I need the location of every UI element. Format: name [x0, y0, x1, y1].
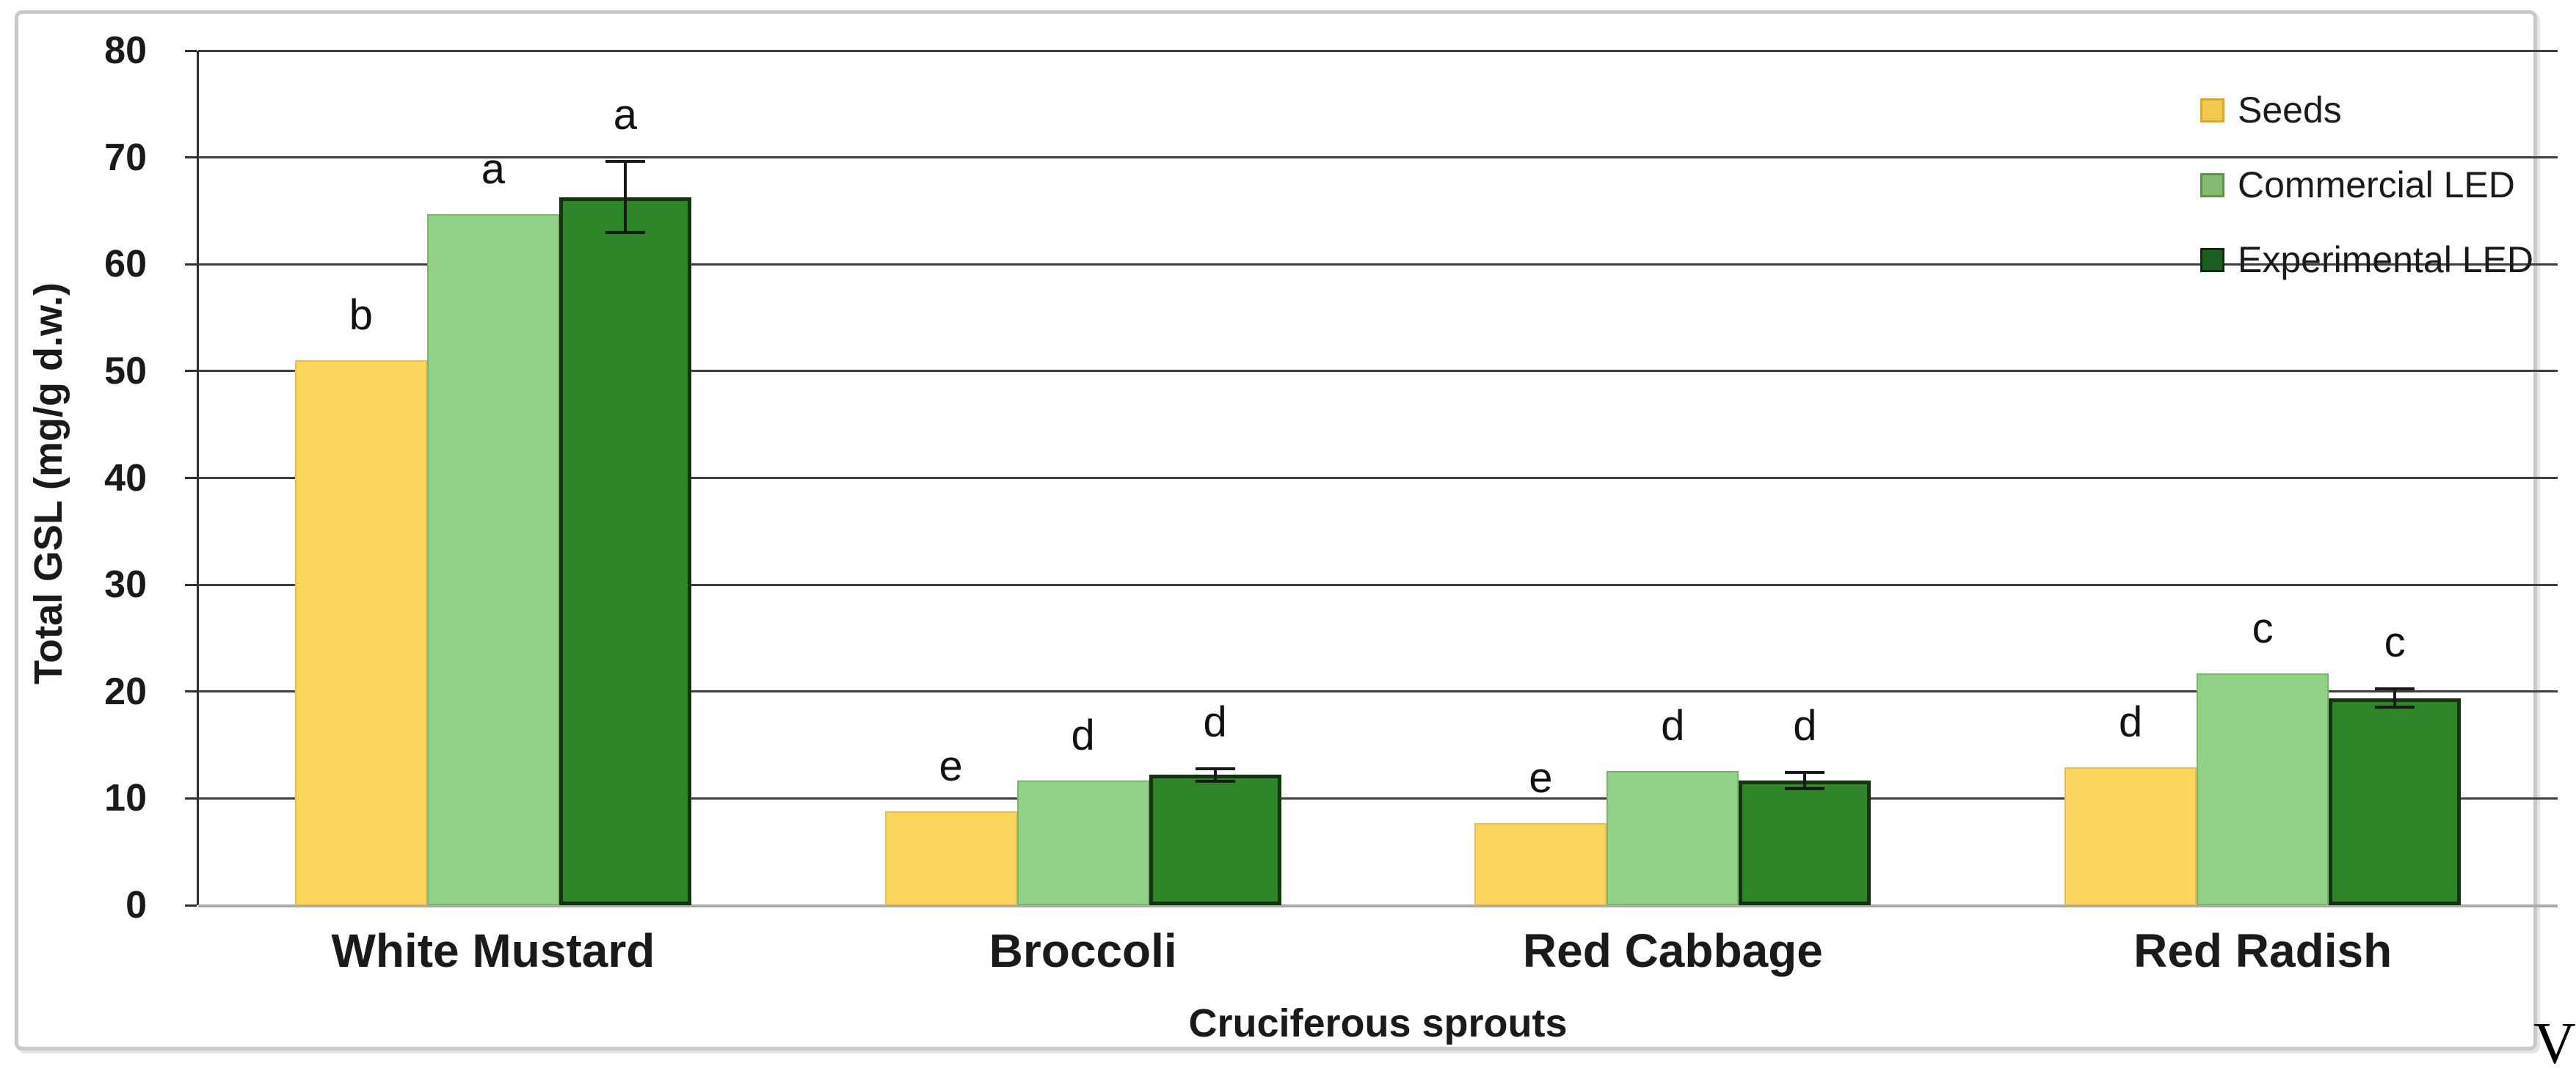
stray-corner-letter: V: [2533, 1012, 2576, 1071]
gridline-y-40: [198, 477, 2558, 479]
legend-label: Experimental LED: [2238, 239, 2533, 280]
gridline-y-30: [198, 583, 2558, 586]
y-axis-line: [197, 51, 199, 905]
error-bar: [1739, 770, 1871, 790]
gridline-y-60: [198, 263, 2558, 266]
y-tick-mark: [185, 156, 197, 159]
legend-item-commercial-led: Commercial LED: [2200, 158, 2533, 211]
significance-letter: d: [2118, 698, 2143, 747]
y-tick-mark: [185, 583, 197, 586]
y-tick-mark: [185, 797, 197, 800]
bar-seeds-red-radish: [2064, 767, 2197, 905]
significance-letter: e: [939, 742, 963, 790]
bar-experimental-led-red-radish: [2329, 698, 2462, 905]
y-tick-mark: [185, 477, 197, 479]
significance-letter: d: [1793, 701, 1817, 750]
significance-letter: b: [349, 291, 373, 340]
significance-letter: d: [1071, 711, 1095, 759]
y-tick-label-20: 20: [104, 670, 147, 713]
bar-experimental-led-broccoli: [1149, 775, 1281, 905]
bar-seeds-white-mustard: [294, 360, 427, 905]
bar-commercial-led-red-cabbage: [1607, 770, 1739, 905]
bar-seeds-broccoli: [884, 811, 1017, 905]
legend-item-seeds: Seeds: [2200, 84, 2533, 136]
y-tick-label-60: 60: [104, 243, 147, 286]
significance-letter: e: [1529, 753, 1553, 802]
gridline-y-10: [198, 797, 2558, 800]
gridline-y-80: [198, 49, 2558, 52]
y-tick-label-80: 80: [104, 29, 147, 72]
bar-commercial-led-red-radish: [2197, 673, 2329, 905]
significance-letter: a: [481, 145, 505, 193]
y-tick-mark: [185, 370, 197, 373]
significance-letter: c: [2384, 618, 2406, 666]
y-tick-label-30: 30: [104, 563, 147, 607]
significance-letter: d: [1203, 698, 1227, 747]
y-tick-label-50: 50: [104, 349, 147, 392]
error-bar: [1149, 767, 1281, 783]
y-tick-mark: [185, 904, 197, 907]
category-label-red-cabbage: Red Cabbage: [1522, 924, 1823, 977]
y-tick-label-70: 70: [104, 136, 147, 179]
gridline-y-20: [198, 690, 2558, 693]
category-label-red-radish: Red Radish: [2133, 924, 2393, 977]
significance-letter: d: [1661, 701, 1685, 750]
gridline-y-0: [198, 904, 2558, 907]
error-bar: [559, 159, 691, 235]
legend-swatch-icon: [2200, 172, 2224, 197]
error-bar: [2329, 687, 2461, 709]
x-axis-title: Cruciferous sprouts: [1188, 1001, 1568, 1045]
plot-area: 0 10 20 30 40 50 60 70 80 b a a e d d e d d d c c: [104, 32, 2558, 924]
significance-letter: a: [613, 90, 637, 139]
legend: Seeds Commercial LED Experimental LED: [2200, 84, 2533, 308]
category-label-white-mustard: White Mustard: [331, 924, 655, 977]
y-tick-mark: [185, 263, 197, 266]
bar-commercial-led-broccoli: [1016, 780, 1149, 905]
y-axis-title: Total GSL (mg/g d.w.): [26, 282, 70, 684]
y-tick-label-10: 10: [104, 777, 147, 820]
y-tick-label-40: 40: [104, 456, 147, 500]
y-tick-mark: [185, 690, 197, 693]
y-tick-mark: [185, 49, 197, 52]
chart-frame: 0 10 20 30 40 50 60 70 80 b a a e d d e d d d c c Total GSL …: [15, 10, 2558, 1050]
bar-experimental-led-red-cabbage: [1739, 780, 1871, 905]
bar-seeds-red-cabbage: [1474, 822, 1607, 905]
gridline-y-70: [198, 156, 2558, 159]
legend-swatch-icon: [2200, 98, 2224, 123]
legend-label: Seeds: [2238, 89, 2342, 131]
y-tick-label-0: 0: [125, 884, 147, 926]
legend-swatch-icon: [2200, 247, 2224, 272]
gridline-y-50: [198, 370, 2558, 373]
bar-commercial-led-white-mustard: [426, 213, 559, 905]
bar-experimental-led-white-mustard: [559, 197, 691, 905]
category-label-broccoli: Broccoli: [989, 924, 1177, 977]
legend-item-experimental-led: Experimental LED: [2200, 233, 2533, 286]
significance-letter: c: [2252, 604, 2274, 652]
legend-label: Commercial LED: [2238, 164, 2515, 205]
